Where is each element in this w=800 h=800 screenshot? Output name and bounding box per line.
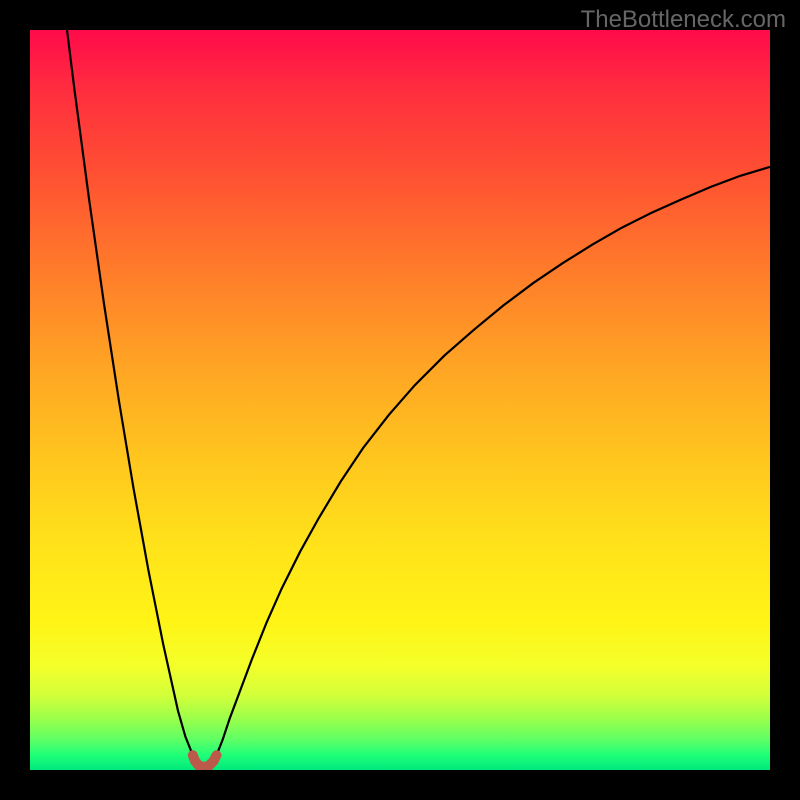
curve-right-branch [216, 167, 770, 755]
curve-left-branch [67, 30, 193, 755]
curve-trough [193, 755, 217, 767]
plot-area [30, 30, 770, 770]
chart-frame: TheBottleneck.com [0, 0, 800, 800]
curve-layer [30, 30, 770, 770]
